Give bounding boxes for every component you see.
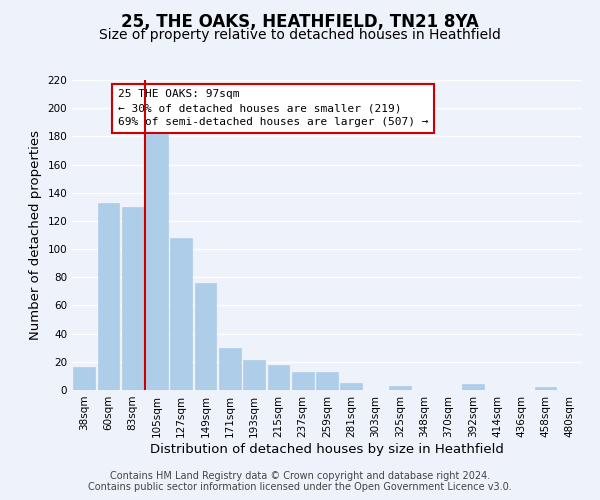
Bar [268, 364, 289, 390]
Bar [73, 368, 95, 390]
Bar [389, 386, 411, 390]
Bar [316, 372, 338, 390]
Y-axis label: Number of detached properties: Number of detached properties [29, 130, 42, 340]
X-axis label: Distribution of detached houses by size in Heathfield: Distribution of detached houses by size … [150, 442, 504, 456]
Bar [122, 207, 143, 390]
Text: 25 THE OAKS: 97sqm
← 30% of detached houses are smaller (219)
69% of semi-detach: 25 THE OAKS: 97sqm ← 30% of detached hou… [118, 90, 428, 128]
Bar [170, 238, 192, 390]
Bar [97, 202, 119, 390]
Text: 25, THE OAKS, HEATHFIELD, TN21 8YA: 25, THE OAKS, HEATHFIELD, TN21 8YA [121, 12, 479, 30]
Bar [219, 348, 241, 390]
Bar [292, 372, 314, 390]
Bar [535, 387, 556, 390]
Bar [462, 384, 484, 390]
Bar [243, 360, 265, 390]
Bar [340, 383, 362, 390]
Bar [194, 283, 217, 390]
Text: Size of property relative to detached houses in Heathfield: Size of property relative to detached ho… [99, 28, 501, 42]
Text: Contains HM Land Registry data © Crown copyright and database right 2024.
Contai: Contains HM Land Registry data © Crown c… [88, 471, 512, 492]
Bar [146, 130, 168, 390]
